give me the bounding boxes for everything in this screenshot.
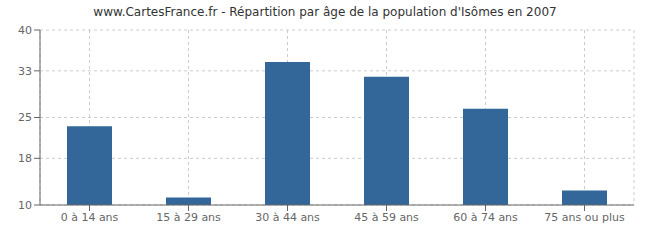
html-text:www.CartesFrance.fr - Répartit: www.CartesFrance.fr - Répartition par âg… (93, 5, 557, 19)
svg-text:30 à 44 ans: 30 à 44 ans (255, 211, 320, 224)
svg-text:40: 40 (18, 24, 32, 37)
svg-text:0 à 14 ans: 0 à 14 ans (61, 211, 119, 224)
svg-text:15 à 29 ans: 15 à 29 ans (156, 211, 221, 224)
svg-text:45 à 59 ans: 45 à 59 ans (354, 211, 419, 224)
svg-text:75 ans ou plus: 75 ans ou plus (544, 211, 625, 224)
svg-text:18: 18 (18, 152, 32, 165)
svg-text:10: 10 (18, 199, 32, 212)
svg-text:25: 25 (18, 111, 32, 124)
svg-text:33: 33 (18, 65, 32, 78)
svg-text:60 à 74 ans: 60 à 74 ans (453, 211, 518, 224)
